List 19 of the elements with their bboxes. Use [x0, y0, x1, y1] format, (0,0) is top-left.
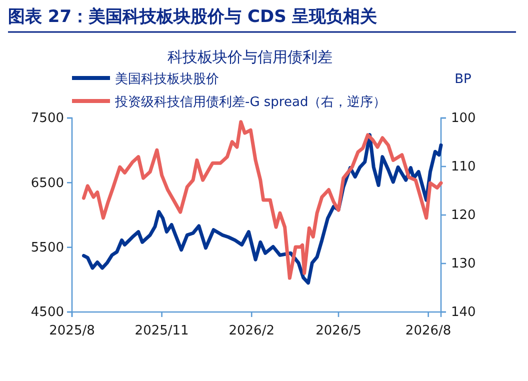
y2-tick-label: 100 [451, 111, 476, 126]
x-tick-label: 2025/8 [49, 323, 95, 338]
chart-title: 图表 27：美国科技板块股价与 CDS 呈现负相关 [8, 7, 378, 27]
x-tick-label: 2026/2 [228, 323, 274, 338]
y-tick-label: 7500 [30, 111, 64, 126]
y2-tick-label: 110 [451, 160, 476, 175]
chart-subtitle: 科技板块价与信用债利差 [168, 48, 332, 66]
x-tick-label: 2026/8 [405, 323, 452, 338]
legend-label: 投资级科技信用债利差-G spread（右，逆序） [114, 94, 386, 110]
y-tick-label: 6500 [30, 176, 64, 191]
legend-label: 美国科技板块股价 [115, 71, 219, 87]
y2-tick-label: 140 [451, 305, 476, 320]
x-tick-label: 2026/5 [316, 323, 362, 338]
y2-axis-title: BP [454, 72, 472, 87]
y2-tick-label: 120 [451, 208, 476, 224]
x-tick-label: 2025/11 [134, 323, 189, 338]
y2-tick-label: 130 [451, 256, 476, 272]
y-tick-label: 5500 [30, 240, 64, 256]
y-tick-label: 4500 [30, 305, 64, 320]
